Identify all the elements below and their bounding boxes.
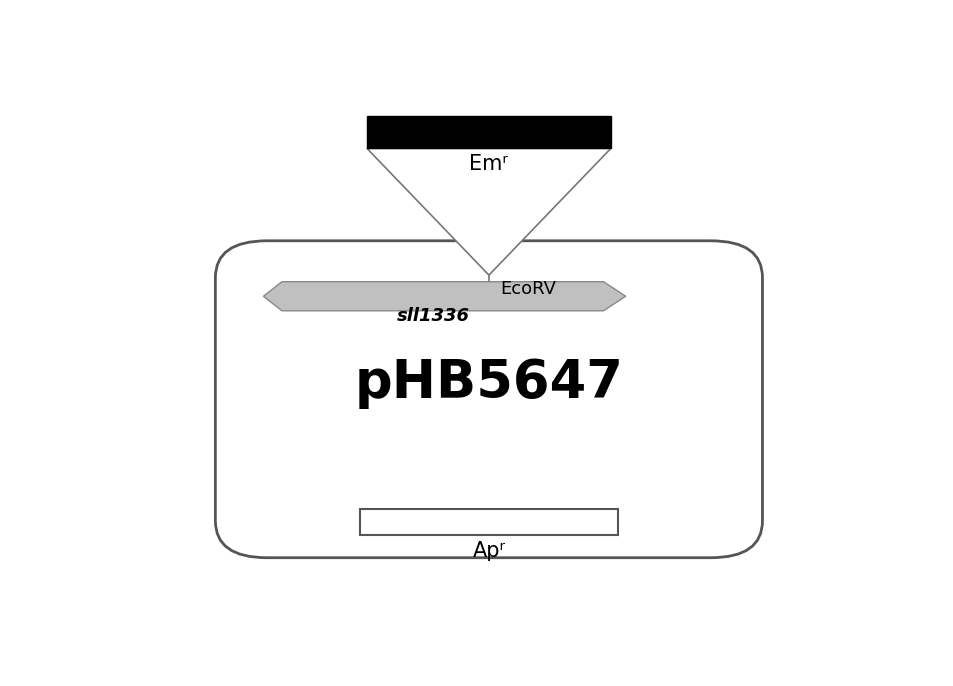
Text: sll1336: sll1336: [396, 307, 470, 325]
Text: Apʳ: Apʳ: [472, 541, 505, 561]
Polygon shape: [367, 148, 610, 275]
Bar: [359, 508, 618, 535]
FancyBboxPatch shape: [215, 241, 761, 558]
Text: Emʳ: Emʳ: [469, 154, 508, 174]
Polygon shape: [263, 282, 625, 311]
Bar: [367, 116, 610, 148]
Text: pHB5647: pHB5647: [355, 357, 622, 410]
Text: EcoRV: EcoRV: [499, 281, 556, 298]
